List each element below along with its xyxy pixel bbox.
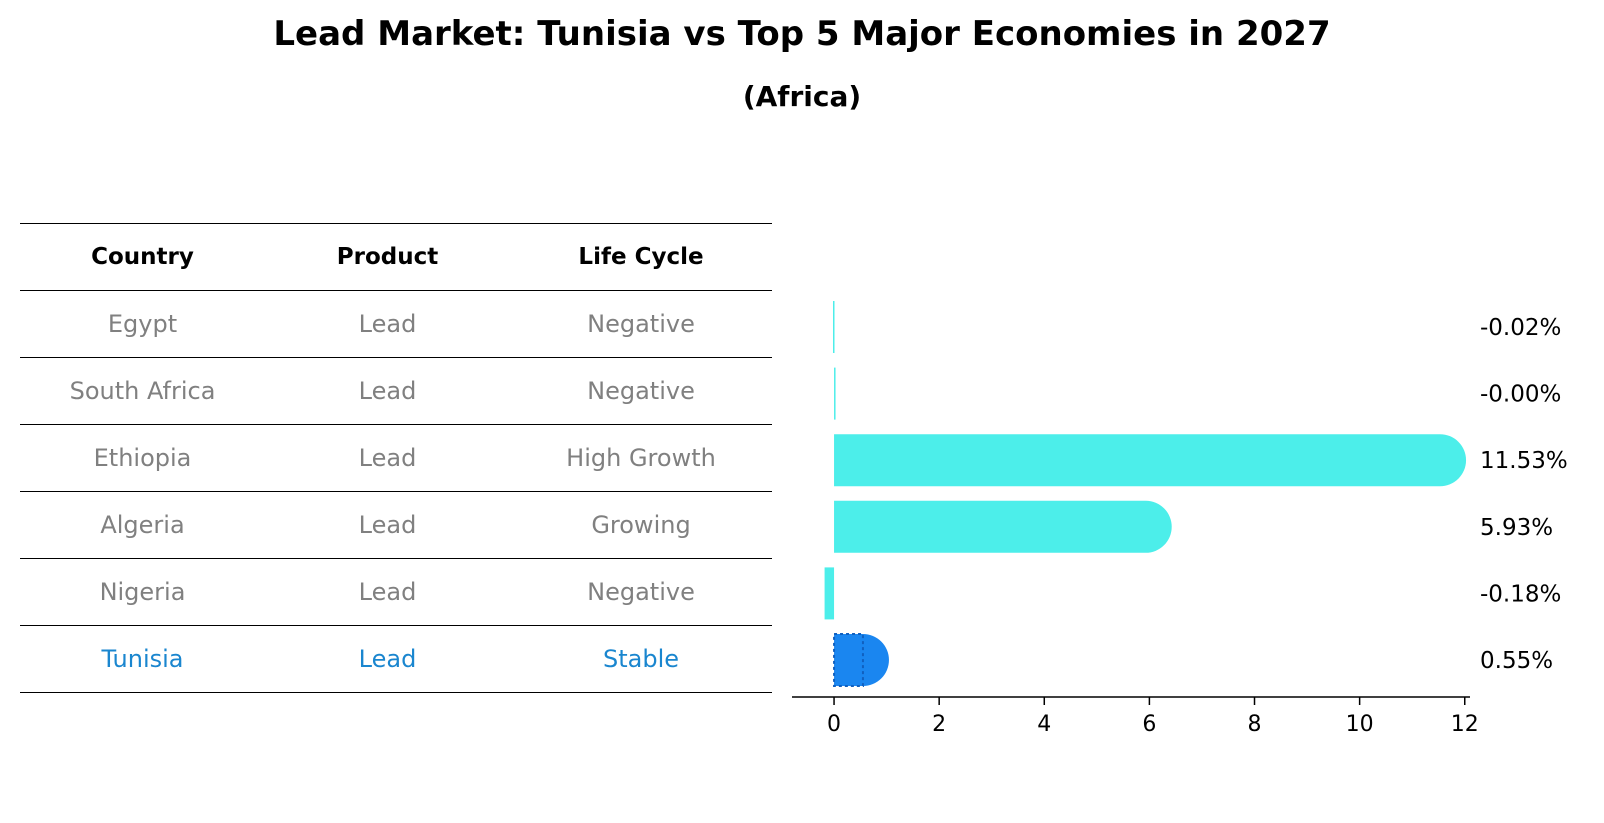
- cell-product: Lead: [265, 558, 510, 626]
- bar: [834, 367, 836, 420]
- bar: [824, 567, 835, 620]
- cell-product: Lead: [265, 357, 510, 425]
- cell-country: South Africa: [20, 357, 265, 425]
- cell-country: Algeria: [20, 491, 265, 559]
- x-tick-label: 6: [1142, 712, 1156, 737]
- x-tick-label: 8: [1248, 712, 1262, 737]
- header-life-cycle: Life Cycle: [510, 223, 772, 291]
- cell-product: Lead: [265, 625, 510, 693]
- cell-life-cycle: High Growth: [510, 424, 772, 492]
- chart-title: Lead Market: Tunisia vs Top 5 Major Econ…: [273, 14, 1331, 54]
- cell-product: Lead: [265, 424, 510, 492]
- bar-value-label: 11.53%: [1480, 448, 1568, 474]
- cell-life-cycle: Stable: [510, 625, 772, 693]
- cell-country: Tunisia: [20, 625, 265, 693]
- x-tick-label: 4: [1037, 712, 1051, 737]
- cell-country: Egypt: [20, 290, 265, 358]
- cell-country: Nigeria: [20, 558, 265, 626]
- table-row: South Africa Lead Negative: [20, 357, 772, 425]
- cell-product: Lead: [265, 290, 510, 358]
- header-product: Product: [265, 223, 510, 291]
- cell-product: Lead: [265, 491, 510, 559]
- cell-life-cycle: Growing: [510, 491, 772, 559]
- chart-subtitle: (Africa): [742, 80, 862, 113]
- table-row-highlighted: Tunisia Lead Stable: [20, 625, 772, 693]
- bar: [834, 634, 889, 686]
- x-tick-label: 2: [932, 712, 946, 737]
- bar-value-label: 0.55%: [1480, 648, 1553, 674]
- x-tick-label: 10: [1346, 712, 1374, 737]
- table-row: Nigeria Lead Negative: [20, 558, 772, 626]
- table-row: Algeria Lead Growing: [20, 491, 772, 559]
- bar-value-label: -0.18%: [1480, 581, 1561, 607]
- x-tick-label: 0: [827, 712, 841, 737]
- table-header-row: Country Product Life Cycle: [20, 223, 772, 291]
- cell-country: Ethiopia: [20, 424, 265, 492]
- bar-value-label: -0.00%: [1480, 382, 1561, 408]
- bar: [834, 500, 1172, 553]
- bar-value-label: -0.02%: [1480, 315, 1561, 341]
- bar-value-label: 5.93%: [1480, 515, 1553, 541]
- header-country: Country: [20, 223, 265, 291]
- cell-life-cycle: Negative: [510, 290, 772, 358]
- table-row: Egypt Lead Negative: [20, 290, 772, 358]
- bar-outline: [833, 633, 864, 687]
- bar: [832, 301, 835, 353]
- bar: [834, 434, 1467, 487]
- table-row: Ethiopia Lead High Growth: [20, 424, 772, 492]
- country-table: Country Product Life Cycle Egypt Lead Ne…: [20, 223, 772, 693]
- x-tick-label: 12: [1451, 712, 1479, 737]
- cell-life-cycle: Negative: [510, 558, 772, 626]
